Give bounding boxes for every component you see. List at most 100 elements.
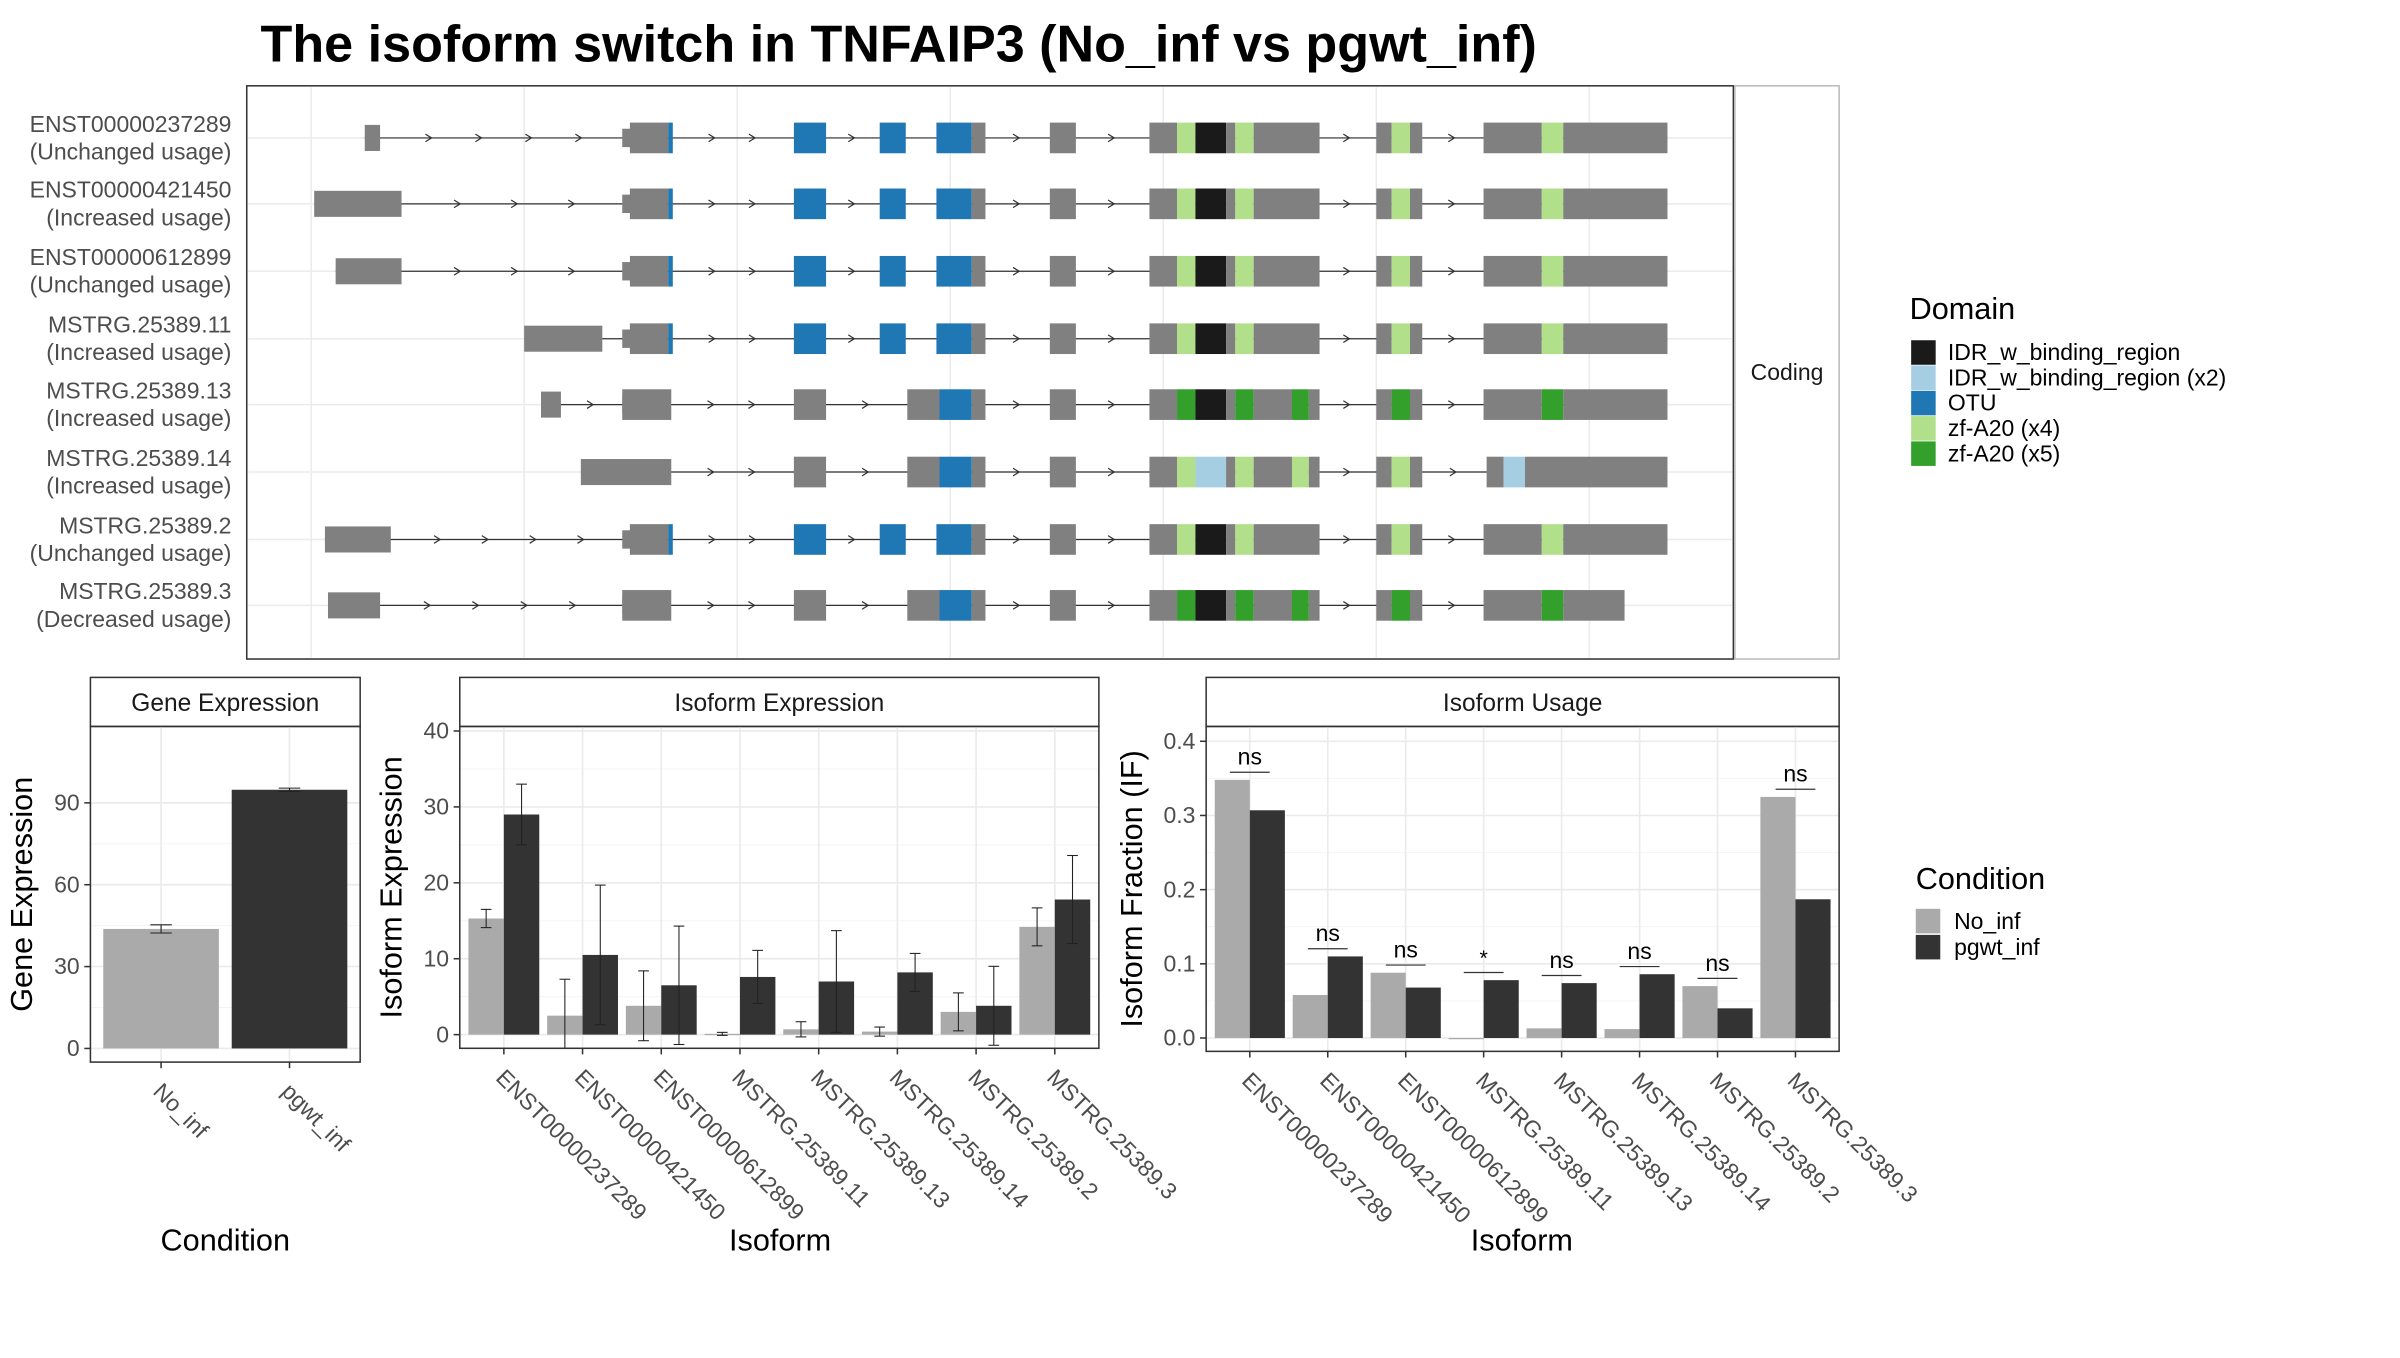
intron-arrow [1107,601,1116,610]
intron-arrow [472,601,480,610]
exon-block [1524,456,1668,488]
exon-block [1409,323,1423,355]
intron-arrow [847,266,856,276]
bar [1717,1008,1753,1039]
bar [1760,796,1796,1039]
isoform-usage-label: (Unchanged usage) [30,540,232,566]
exon-block [1226,590,1236,621]
x-tick-label: ENST00000612899 [649,1064,810,1225]
domain-block [1391,188,1410,220]
domain-block [1195,590,1227,621]
exon-block [1049,323,1076,355]
exon-block [907,389,940,420]
exon-block [622,194,632,214]
exon-block [314,190,402,217]
exon-block [971,188,986,220]
exon-block [971,389,986,420]
exon-block [1149,456,1178,488]
condition-legend-label: No_inf [1954,908,2021,934]
exon-block [622,128,632,148]
intron-arrow [847,199,856,209]
domain-block [1195,188,1227,220]
x-tick-label: ENST00000421450 [1315,1067,1476,1228]
bar [1682,986,1718,1039]
exon-block [1409,524,1423,555]
domain-block [1235,255,1254,287]
significance-label: * [1479,946,1487,970]
isoform-track [324,524,1668,555]
intron-arrow [1342,199,1351,209]
isoform-track [580,456,1668,488]
exon-block [1226,389,1236,420]
isoform-usage-label: (Increased usage) [46,405,231,431]
intron-arrow [423,601,432,610]
exon-block [971,524,986,555]
exon-block [1253,524,1320,555]
domain-block [793,255,827,287]
x-tick-label: MSTRG.25389.14 [885,1064,1034,1213]
exon-block [1253,323,1320,355]
intron-arrow [708,334,716,344]
domain-block [879,255,906,287]
bar [1292,994,1328,1039]
intron-arrow [1107,400,1116,409]
intron-arrow [748,601,756,610]
exon-block [335,258,402,285]
domain-block [1541,323,1564,355]
domain-block [1177,188,1196,220]
exon-block [971,255,986,287]
isoform-usage-label: (Increased usage) [46,339,231,365]
domain-block [1195,456,1227,488]
exon-block [629,524,669,555]
y-tick-label: 0.2 [1163,876,1195,902]
exon-block [1049,590,1076,621]
intron-arrow [1447,199,1456,209]
exon-block [1563,389,1668,420]
domain-block [1541,524,1564,555]
y-tick-label: 0.3 [1163,802,1195,828]
isoform-usage-label: (Increased usage) [46,472,231,498]
domain-block [1195,323,1227,355]
intron-arrow [748,199,757,209]
condition-legend-swatch [1915,908,1941,934]
exon-block [1308,389,1320,420]
intron-arrow [1107,199,1116,209]
intron-arrow [1012,334,1021,344]
isoform-usage-label: (Decreased usage) [36,606,231,632]
gene-expression-chart: Gene Expression 0 30 60 90 No_inf pgwt_inf Cond… [5,676,361,1258]
domain-block [1177,524,1196,555]
exon-block [364,124,381,151]
x-tick-label: MSTRG.25389.3 [1783,1067,1923,1207]
panel-strip [89,676,361,728]
domain-legend-label: zf-A20 (x5) [1948,440,2060,466]
exon-block [622,395,632,414]
bar [1327,956,1363,1039]
exon-block [1226,255,1236,287]
isoform-usage-label: (Increased usage) [46,204,231,230]
isoform-expression-chart: Isoform Expression 0 10 20 30 40 ENST000002372… [375,676,1182,1258]
y-tick-label: 0 [67,1035,80,1061]
domain-block [936,255,972,287]
exon-block [1253,590,1292,621]
domain-block [879,323,906,355]
bar [1370,972,1406,1039]
domain-legend-swatch [1911,441,1936,466]
domain-block [1195,255,1227,287]
exon-block [1376,188,1392,220]
domain-block [668,255,673,287]
y-tick-label: 0 [436,1021,449,1047]
intron-arrow [1447,133,1456,143]
intron-arrow [748,334,757,344]
y-tick-label: 10 [423,945,449,971]
exon-block [971,456,986,488]
domain-block [1235,456,1254,488]
domain-block [936,188,972,220]
x-tick-label: MSTRG.25389.2 [1705,1067,1845,1207]
exon-block [1149,323,1178,355]
exon-block [1563,255,1668,287]
panel-strip [1205,676,1840,728]
intron-arrow [1107,535,1116,544]
significance-label: ns [1316,920,1340,946]
intron-arrow [453,266,462,276]
significance-label: ns [1549,947,1573,973]
